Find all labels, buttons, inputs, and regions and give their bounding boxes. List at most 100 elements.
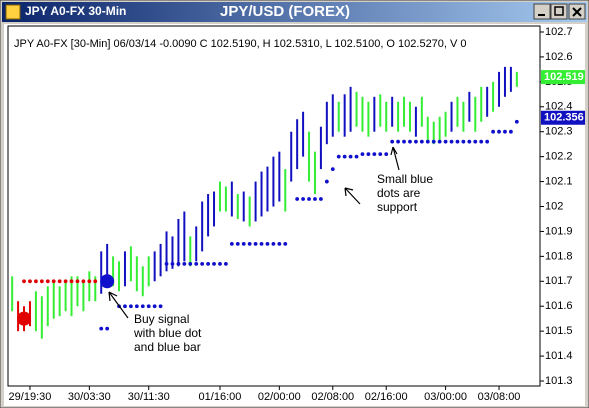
signal-dot <box>100 274 115 289</box>
support-dot <box>176 261 181 266</box>
window-icon <box>5 4 21 20</box>
support-dot <box>497 129 501 134</box>
y-tick-label: 102.1 <box>545 175 573 187</box>
support-dot <box>473 139 478 144</box>
support-dot <box>307 197 311 201</box>
support-dot <box>235 241 240 246</box>
support-dot <box>313 197 317 201</box>
support-dot <box>241 241 246 246</box>
support-dot <box>259 241 264 246</box>
support-dot <box>431 139 436 144</box>
support-dot <box>295 197 300 201</box>
support-dot <box>330 167 335 172</box>
support-dot <box>69 279 74 284</box>
support-dot <box>408 139 412 144</box>
support-dot <box>491 129 495 134</box>
support-dot <box>390 139 395 144</box>
x-tick-label: 02/16:00 <box>365 391 408 403</box>
window-title: JPY A0-FX 30-Min <box>25 4 126 18</box>
support-dot <box>218 261 222 266</box>
annotation: support <box>377 200 418 214</box>
support-dot <box>57 279 62 284</box>
support-dot <box>283 241 288 246</box>
annotation: and blue bar <box>134 340 201 354</box>
y-tick-label: 101.8 <box>545 250 573 262</box>
support-dot <box>414 139 418 144</box>
support-dot <box>301 197 305 201</box>
support-dot <box>247 241 252 246</box>
data-layer: 101.3 101.4 101.5 101.6 101.7 101.8 101.9 102 10… <box>9 26 585 403</box>
annotation-arrow <box>390 146 400 171</box>
support-dot <box>212 261 216 266</box>
support-dot <box>449 139 454 144</box>
support-dot <box>51 279 56 284</box>
info-line: JPY A0-FX [30-Min] 06/03/14 -0.0090 C 10… <box>14 38 467 50</box>
support-dot <box>461 139 466 144</box>
x-tick-label: 01/16:00 <box>199 391 242 403</box>
x-tick-label: 03/08:00 <box>478 391 521 403</box>
support-dot <box>425 139 430 144</box>
y-tick-label: 101.6 <box>545 300 573 312</box>
annotation: Small blue <box>377 172 433 186</box>
x-tick-label: 30/11:30 <box>128 391 170 403</box>
support-dot <box>402 139 406 144</box>
support-dot <box>200 261 205 266</box>
support-dot <box>265 241 270 246</box>
y-tick-label: 101.9 <box>545 225 573 237</box>
close-icon <box>572 7 582 17</box>
support-dot <box>188 261 193 266</box>
price-marker <box>541 110 585 125</box>
price-marker <box>541 70 585 85</box>
maximize-icon <box>554 6 564 16</box>
support-dot <box>319 197 323 201</box>
support-dot <box>437 139 442 144</box>
support-dot <box>194 261 199 266</box>
window-buttons[interactable] <box>533 3 586 20</box>
support-dot <box>152 304 157 309</box>
support-dot <box>75 279 80 284</box>
x-tick-label: 02/08:00 <box>311 391 354 403</box>
support-dot <box>277 241 282 246</box>
support-dot <box>253 241 258 246</box>
support-dot <box>99 326 104 331</box>
y-tick-label: 101.7 <box>545 275 573 287</box>
support-dot <box>164 261 169 266</box>
annotation: dots are <box>377 186 421 200</box>
x-tick-label: 02/00:00 <box>258 391 301 403</box>
support-dot <box>45 279 50 284</box>
support-dot <box>348 154 353 159</box>
support-dot <box>419 139 424 144</box>
support-dot <box>28 279 32 284</box>
support-dot <box>467 139 472 144</box>
signal-dot <box>17 311 32 326</box>
minimize-button[interactable] <box>533 3 551 20</box>
y-tick-label: 101.5 <box>545 325 573 337</box>
support-dot <box>485 139 490 144</box>
support-dot <box>170 261 175 266</box>
support-dot <box>336 154 341 159</box>
support-dot <box>146 304 151 309</box>
chart-title: JPY/USD (FOREX) <box>220 3 350 20</box>
support-dot <box>224 261 228 266</box>
support-dot <box>158 304 163 309</box>
annotation-arrow <box>344 187 361 205</box>
support-dot <box>384 152 389 157</box>
support-dot <box>396 139 400 144</box>
support-dot <box>93 279 98 284</box>
support-dot <box>271 241 276 246</box>
price-marker-label: 102.519 <box>544 71 584 83</box>
support-dot <box>378 152 383 157</box>
support-dot <box>105 326 110 331</box>
title-bar <box>2 2 587 22</box>
y-tick-label: 101.3 <box>545 375 573 387</box>
support-dot <box>206 261 210 266</box>
support-dot <box>455 139 460 144</box>
y-tick-label: 102.3 <box>545 126 573 138</box>
support-dot <box>324 179 329 184</box>
support-dot <box>514 119 519 124</box>
support-dot <box>34 279 38 284</box>
y-tick-label: 102.6 <box>545 51 573 63</box>
support-dot <box>87 279 92 284</box>
support-dot <box>134 304 139 309</box>
